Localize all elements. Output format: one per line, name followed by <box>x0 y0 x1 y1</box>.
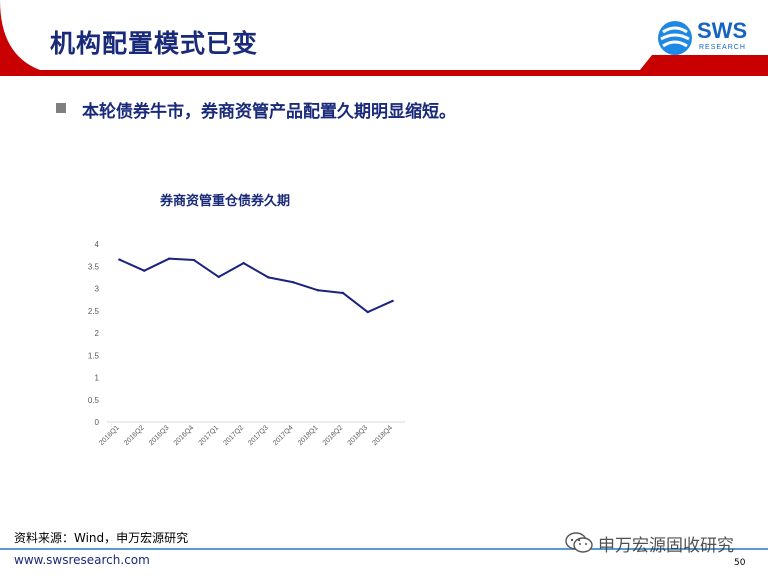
header-swoosh-decoration <box>0 0 768 70</box>
data-point <box>143 269 146 272</box>
data-point <box>267 276 270 279</box>
x-tick-label: 2017Q2 <box>222 424 245 447</box>
x-tick-label: 2018Q3 <box>347 424 370 447</box>
logo-text: SWS <box>697 18 748 43</box>
header-red-bar <box>0 70 768 76</box>
data-point <box>292 281 295 284</box>
sws-logo-icon <box>658 21 692 55</box>
source-note: 资料来源：Wind，申万宏源研究 <box>14 531 189 545</box>
data-point <box>391 299 394 303</box>
data-point <box>242 261 245 265</box>
data-point <box>366 310 369 314</box>
logo-subtext: RESEARCH <box>699 44 746 51</box>
y-tick-label: 4 <box>95 240 100 249</box>
y-tick-label: 1.5 <box>88 351 100 360</box>
page-number: 50 <box>734 558 746 568</box>
data-point <box>118 258 121 261</box>
y-tick-label: 2.5 <box>88 307 100 316</box>
wechat-account-name: 申万宏源固收研究 <box>598 536 734 556</box>
data-point <box>167 257 171 260</box>
page-title: 机构配置模式已变 <box>50 29 259 58</box>
x-tick-label: 2016Q2 <box>123 424 146 447</box>
wechat-icon <box>565 532 593 553</box>
y-tick-label: 2 <box>95 329 100 338</box>
x-tick-label: 2016Q1 <box>98 424 121 447</box>
data-point <box>192 258 196 262</box>
x-tick-label: 2018Q1 <box>297 424 320 447</box>
chart-title: 券商资管重仓债券久期 <box>160 194 291 209</box>
y-tick-label: 0.5 <box>88 396 100 405</box>
footer-divider <box>0 548 768 550</box>
y-tick-label: 1 <box>95 374 100 383</box>
data-point <box>316 289 320 292</box>
data-point <box>341 291 345 295</box>
x-tick-label: 2017Q1 <box>198 424 221 447</box>
x-tick-label: 2016Q4 <box>173 424 196 447</box>
data-point <box>217 275 220 279</box>
x-tick-label: 2017Q4 <box>272 424 295 447</box>
x-tick-label: 2018Q2 <box>322 424 345 447</box>
x-tick-label: 2017Q3 <box>247 424 270 447</box>
website-link[interactable]: www.swsresearch.com <box>14 553 150 567</box>
y-tick-label: 3 <box>95 285 100 294</box>
x-tick-label: 2016Q3 <box>148 424 171 447</box>
x-tick-label: 2018Q4 <box>371 424 394 447</box>
bullet-text: 本轮债券牛市，券商资管产品配置久期明显缩短。 <box>82 102 456 122</box>
series-line <box>119 257 393 314</box>
y-tick-label: 0 <box>95 418 100 427</box>
bullet-square-icon <box>56 103 66 113</box>
y-tick-label: 3.5 <box>88 262 100 271</box>
line-chart: 0 0.5 1 1.5 2 2.5 3 3.5 4 2016Q1 2016Q2 2016Q3 2016Q… <box>88 240 405 447</box>
